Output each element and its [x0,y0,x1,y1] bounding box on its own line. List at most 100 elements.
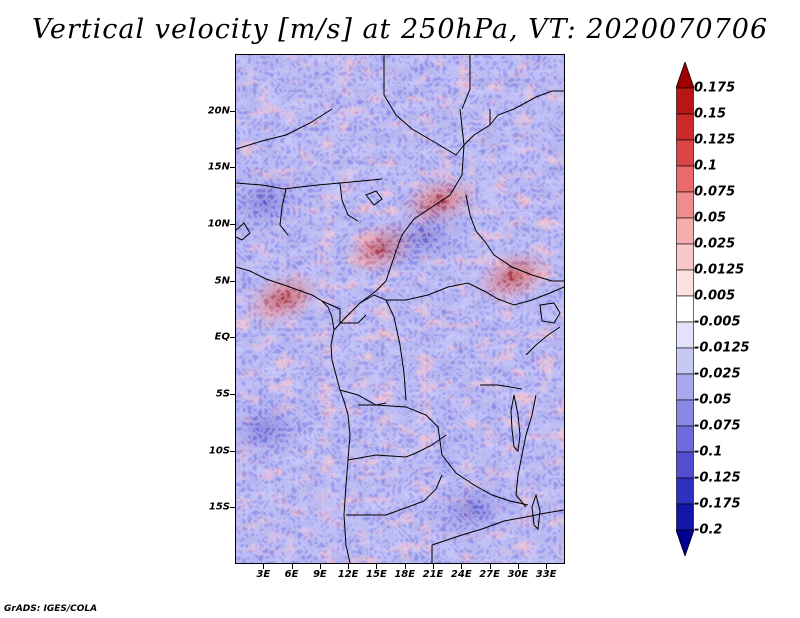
lat-label: 15N [207,161,230,173]
lat-tick [230,167,235,169]
border [463,109,491,146]
border [346,474,443,516]
colorbar-level-label: 0.05 [694,210,727,226]
border [480,384,523,390]
lake-chad [365,190,383,206]
colorbar-level-label: -0.1 [694,444,723,460]
border [383,55,465,156]
lon-tick [461,564,463,569]
colorbar-swatch [676,347,694,375]
border [431,509,564,546]
lake-tanganyika [510,394,521,453]
border [279,188,289,236]
colorbar-level-label: 0.15 [694,106,727,122]
lat-label: 5N [214,275,230,287]
border [489,90,564,126]
coastline-west [236,222,251,241]
colorbar-level-label: -0.05 [694,392,732,408]
border [515,394,537,508]
colorbar-level-label: 0.1 [694,158,718,174]
colorbar-level-label: -0.2 [694,522,723,538]
border [236,108,333,150]
border [385,299,407,401]
colorbar-level-label: 0.175 [694,80,736,96]
coastline [236,266,351,563]
border [236,178,383,190]
colorbar-swatch [676,191,694,219]
lon-tick [489,564,491,569]
border [465,194,564,282]
lon-label: 30E [507,569,529,580]
lon-tick [263,564,265,569]
lat-label: EQ [214,331,230,343]
border [347,434,447,461]
lon-label: 9E [312,569,327,580]
lon-label: 18E [394,569,416,580]
colorbar-swatch [676,113,694,141]
map-boundaries [236,55,564,563]
colorbar-level-label: -0.075 [694,418,741,434]
colorbar-level-label: 0.025 [694,236,736,252]
colorbar-swatch [676,87,694,115]
border [358,404,529,506]
colorbar-swatch [676,451,694,479]
colorbar-level-label: 0.0125 [694,262,745,278]
lat-label: 15S [208,501,230,513]
colorbar [676,62,694,556]
colorbar-bottom-arrow [676,529,694,556]
lon-label: 15E [366,569,387,580]
map-svg [236,55,564,563]
colorbar-level-label: -0.125 [694,470,741,486]
lon-label: 24E [450,569,472,580]
border [321,300,367,324]
lat-tick [230,337,235,339]
colorbar-swatch [676,139,694,167]
colorbar-swatch [676,269,694,297]
lon-label: 3E [256,569,271,580]
colorbar-top-arrow [676,62,694,89]
lat-tick [230,280,235,282]
grads-credit: GrADS: IGES/COLA [4,604,98,614]
lake-malawi [531,493,541,531]
lat-label: 10S [208,445,230,457]
lon-tick [291,564,293,569]
lat-tick [230,450,235,452]
colorbar-swatch [676,399,694,427]
lat-tick [230,507,235,509]
colorbar-level-label: -0.005 [694,314,741,330]
lat-tick [230,394,235,395]
lon-tick [404,564,406,569]
lon-label: 12E [337,569,359,580]
lat-label: 5S [215,388,230,400]
colorbar-level-label: 0.075 [694,184,736,200]
border [525,326,561,356]
lat-label: 10N [207,218,230,230]
lon-label: 6E [284,569,299,580]
colorbar-swatch [676,425,694,453]
lon-tick [546,564,548,569]
colorbar-swatch [676,243,694,271]
lon-tick [517,564,519,569]
lon-tick [433,564,434,569]
colorbar-level-label: -0.0125 [694,340,750,356]
colorbar-level-label: -0.175 [694,496,741,512]
map-title: Vertical velocity [m/s] at 250hPa, VT: 2… [31,14,769,45]
lat-tick [230,224,235,225]
colorbar-swatch [676,217,694,245]
border [339,389,387,406]
lon-tick [348,564,350,569]
colorbar-level-label: 0.005 [694,288,736,304]
colorbar-level-label: -0.025 [694,366,741,382]
map-plot-area [235,54,565,564]
colorbar-swatch [676,295,694,323]
border [461,55,471,110]
lat-tick [230,110,235,112]
colorbar-swatch [676,165,694,193]
colorbar-level-label: 0.125 [694,132,736,148]
lon-tick [376,564,378,569]
colorbar-swatch [676,373,694,401]
lat-label: 20N [207,105,230,117]
lon-label: 27E [479,569,500,580]
colorbar-swatch [676,477,694,505]
border [339,182,359,222]
